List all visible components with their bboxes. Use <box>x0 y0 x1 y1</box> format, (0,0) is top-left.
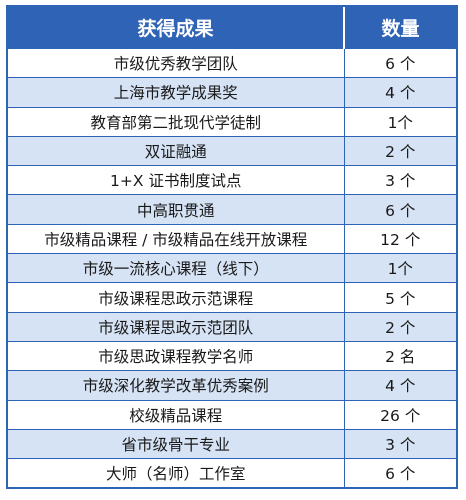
cell-count: 3 个 <box>344 165 456 195</box>
cell-achievement: 市级精品课程 / 市级精品在线开放课程 <box>8 223 345 254</box>
cell-count: 6 个 <box>344 194 456 225</box>
header-count: 数量 <box>344 7 456 49</box>
achievements-table-container: 获得成果 数量 市级优秀教学团队 6 个 上海市教学成果奖 4 个 教育部第二批… <box>6 5 458 490</box>
cell-achievement: 1+X 证书制度试点 <box>8 165 345 195</box>
table-row: 中高职贯通 6 个 <box>8 194 456 225</box>
cell-achievement: 市级课程思政示范课程 <box>8 282 345 313</box>
cell-count: 2 个 <box>344 135 456 166</box>
cell-achievement: 市级思政课程教学名师 <box>8 340 345 371</box>
cell-achievement: 双证融通 <box>8 135 345 166</box>
cell-achievement: 市级课程思政示范团队 <box>8 311 345 342</box>
cell-count: 2 个 <box>344 311 456 342</box>
table-row: 校级精品课程 26 个 <box>8 399 456 430</box>
cell-count: 12 个 <box>344 223 456 254</box>
table-row: 双证融通 2 个 <box>8 135 456 166</box>
table-row: 市级课程思政示范团队 2 个 <box>8 311 456 342</box>
cell-count: 5 个 <box>344 282 456 313</box>
cell-achievement: 市级一流核心课程（线下） <box>8 253 345 283</box>
cell-count: 6 个 <box>344 458 456 488</box>
cell-achievement: 上海市教学成果奖 <box>8 77 345 108</box>
cell-achievement: 大师（名师）工作室 <box>8 458 345 488</box>
cell-achievement: 中高职贯通 <box>8 194 345 225</box>
table-row: 大师（名师）工作室 6 个 <box>8 458 456 488</box>
cell-achievement: 省市级骨干专业 <box>8 428 345 459</box>
cell-count: 1个 <box>344 253 456 283</box>
table-row: 教育部第二批现代学徒制 1个 <box>8 106 456 137</box>
table-header: 获得成果 数量 <box>8 7 456 49</box>
table-row: 1+X 证书制度试点 3 个 <box>8 165 456 195</box>
table-row: 上海市教学成果奖 4 个 <box>8 77 456 108</box>
header-row: 获得成果 数量 <box>8 7 456 49</box>
table-row: 省市级骨干专业 3 个 <box>8 428 456 459</box>
cell-achievement: 市级深化教学改革优秀案例 <box>8 370 345 401</box>
cell-count: 3 个 <box>344 428 456 459</box>
cell-count: 1个 <box>344 106 456 137</box>
achievements-table: 获得成果 数量 市级优秀教学团队 6 个 上海市教学成果奖 4 个 教育部第二批… <box>8 7 456 488</box>
cell-count: 4 个 <box>344 77 456 108</box>
cell-achievement: 校级精品课程 <box>8 399 345 430</box>
header-achievement: 获得成果 <box>8 7 345 49</box>
table-body: 市级优秀教学团队 6 个 上海市教学成果奖 4 个 教育部第二批现代学徒制 1个… <box>8 47 456 488</box>
table-row: 市级思政课程教学名师 2 名 <box>8 340 456 371</box>
cell-count: 6 个 <box>344 47 456 78</box>
cell-count: 4 个 <box>344 370 456 401</box>
cell-achievement: 市级优秀教学团队 <box>8 47 345 78</box>
table-row: 市级课程思政示范课程 5 个 <box>8 282 456 313</box>
table-row: 市级一流核心课程（线下） 1个 <box>8 253 456 283</box>
cell-count: 26 个 <box>344 399 456 430</box>
cell-count: 2 名 <box>344 340 456 371</box>
table-row: 市级深化教学改革优秀案例 4 个 <box>8 370 456 401</box>
table-row: 市级优秀教学团队 6 个 <box>8 47 456 78</box>
cell-achievement: 教育部第二批现代学徒制 <box>8 106 345 137</box>
table-row: 市级精品课程 / 市级精品在线开放课程 12 个 <box>8 223 456 254</box>
